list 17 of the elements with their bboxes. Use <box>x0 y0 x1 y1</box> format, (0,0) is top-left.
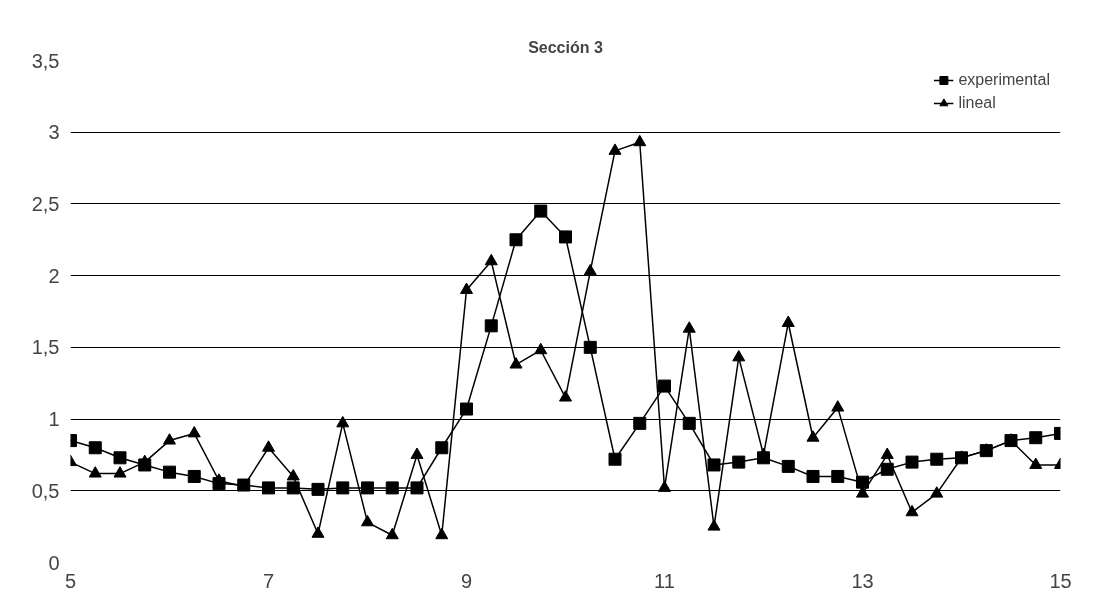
x-tick-label: 13 <box>851 569 874 592</box>
y-tick-label: 0,5 <box>31 479 60 502</box>
x-tick-label: 7 <box>262 569 275 592</box>
y-tick-label: 1 <box>48 408 60 431</box>
x-tick-label: 9 <box>460 569 473 592</box>
x-tick-label: 15 <box>1049 569 1072 592</box>
legend-label: experimental <box>958 71 1050 89</box>
y-tick-label: 2 <box>48 264 60 287</box>
y-tick-label: 3 <box>48 121 60 144</box>
chart-title: Sección 3 <box>528 38 603 56</box>
legend-label: lineal <box>958 94 996 112</box>
y-tick-label: 1,5 <box>31 336 60 359</box>
y-tick-label: 2,5 <box>31 192 60 215</box>
x-tick-label: 11 <box>654 569 675 592</box>
y-tick-label: 3,5 <box>31 49 60 72</box>
x-tick-label: 5 <box>64 569 77 592</box>
y-tick-label: 0 <box>48 551 60 574</box>
